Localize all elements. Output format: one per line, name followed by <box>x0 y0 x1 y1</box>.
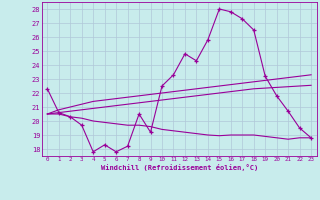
X-axis label: Windchill (Refroidissement éolien,°C): Windchill (Refroidissement éolien,°C) <box>100 164 258 171</box>
